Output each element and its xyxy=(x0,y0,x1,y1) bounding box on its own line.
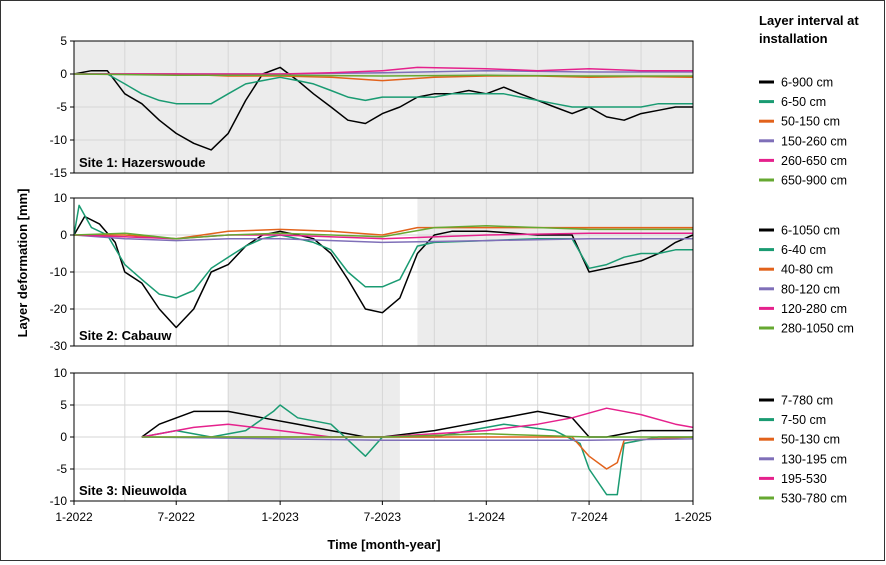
y-tick-label: 0 xyxy=(60,228,67,242)
y-tick-label: 0 xyxy=(60,430,67,444)
legend-label: 7-50 cm xyxy=(781,413,826,427)
legend-label: 50-150 cm xyxy=(781,115,840,129)
legend-label: 195-530 xyxy=(781,472,827,486)
series-line-120-280cm xyxy=(73,232,693,240)
y-tick-label: -5 xyxy=(56,100,67,114)
series-line-80-120cm xyxy=(73,234,693,244)
series-line-6-1050cm xyxy=(73,215,694,329)
series-line-650-900cm xyxy=(73,73,693,77)
x-tick-label: 1-2024 xyxy=(468,510,506,524)
series-line-195-530 xyxy=(141,407,694,438)
y-tick-label: -10 xyxy=(50,494,68,508)
series-line-280-1050cm xyxy=(73,225,693,240)
legend-label: 6-50 cm xyxy=(781,95,826,109)
x-tick-label: 7-2023 xyxy=(364,510,402,524)
panel-1: 5 0 -5 -10 -15 Site 1: Hazerswoude 6-900 cm 6-5… xyxy=(50,34,847,188)
legend-label: 130-195 cm xyxy=(781,452,847,466)
legend-label: 120-280 cm xyxy=(781,302,847,316)
y-tick-label: -10 xyxy=(50,133,68,147)
y-tick-label: 10 xyxy=(54,191,68,205)
site-label: Site 1: Hazerswoude xyxy=(79,155,205,170)
x-tick-label: 1-2023 xyxy=(261,510,299,524)
y-tick-label: 5 xyxy=(60,34,67,48)
x-tick-label: 7-2022 xyxy=(158,510,196,524)
legend-label: 80-120 cm xyxy=(781,282,840,296)
legend-label: 6-1050 cm xyxy=(781,224,840,238)
panel-2: 10 0 -10 -20 -30 Site 2: Cabauw 6-1050 cm 6-40 … xyxy=(50,191,854,353)
site-label: Site 2: Cabauw xyxy=(79,328,172,343)
y-tick-label: 10 xyxy=(54,366,68,380)
legend-label: 40-80 cm xyxy=(781,263,833,277)
y-tick-label: -30 xyxy=(50,339,68,353)
y-tick-label: -15 xyxy=(50,166,68,180)
legend-label: 6-40 cm xyxy=(781,243,826,257)
y-tick-label: 5 xyxy=(60,398,67,412)
legend-label: 530-780 cm xyxy=(781,492,847,506)
series-line-6-50cm xyxy=(74,73,693,108)
y-tick-label: -20 xyxy=(50,302,68,316)
legend-label: 650-900 cm xyxy=(781,174,847,188)
x-tick-label: 1-2025 xyxy=(674,510,712,524)
panel-3: 10 5 0 -5 -10 Site 3: Nieuwolda 7-780 cm 7-50 c… xyxy=(50,366,847,508)
x-tick-label: 1-2022 xyxy=(55,510,93,524)
series-line-260-650cm xyxy=(74,66,693,75)
legend-label: 280-1050 cm xyxy=(781,322,854,336)
series-line-130-195cm xyxy=(141,436,694,441)
legend-title-line-1: Layer interval at xyxy=(759,13,859,28)
legend-label: 260-650 cm xyxy=(781,154,847,168)
series-line-530-780cm xyxy=(141,433,693,438)
legend-label: 6-900 cm xyxy=(781,76,833,90)
legend-title-line-2: installation xyxy=(759,31,828,46)
legend-label: 150-260 cm xyxy=(781,134,847,148)
y-tick-label: 0 xyxy=(60,67,67,81)
x-tick-label: 7-2024 xyxy=(570,510,608,524)
legend-label: 7-780 cm xyxy=(781,394,833,408)
site-label: Site 3: Nieuwolda xyxy=(79,483,187,498)
legend-label: 50-130 cm xyxy=(781,433,840,447)
x-axis-title: Time [month-year] xyxy=(327,537,440,552)
series-line-6-40cm xyxy=(73,204,693,299)
y-tick-label: -10 xyxy=(50,265,68,279)
y-tick-label: -5 xyxy=(56,462,67,476)
y-axis-title: Layer deformation [mm] xyxy=(15,189,30,338)
